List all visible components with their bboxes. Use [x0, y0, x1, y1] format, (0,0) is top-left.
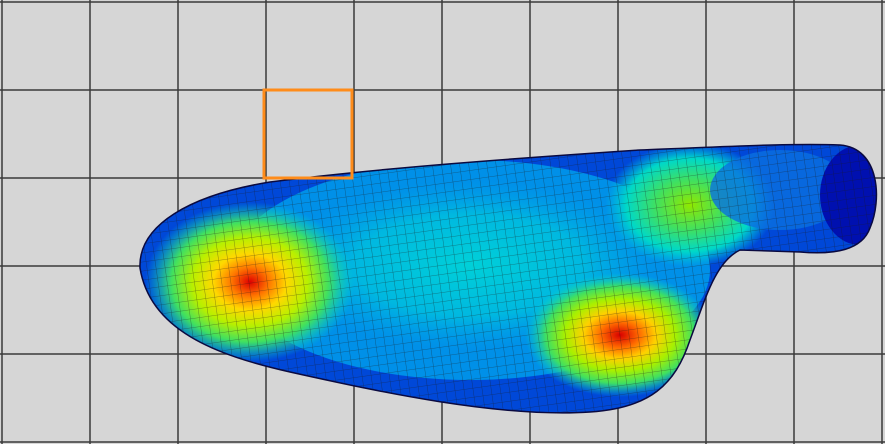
part-outline	[139, 143, 878, 414]
selection-box[interactable]	[262, 88, 354, 180]
